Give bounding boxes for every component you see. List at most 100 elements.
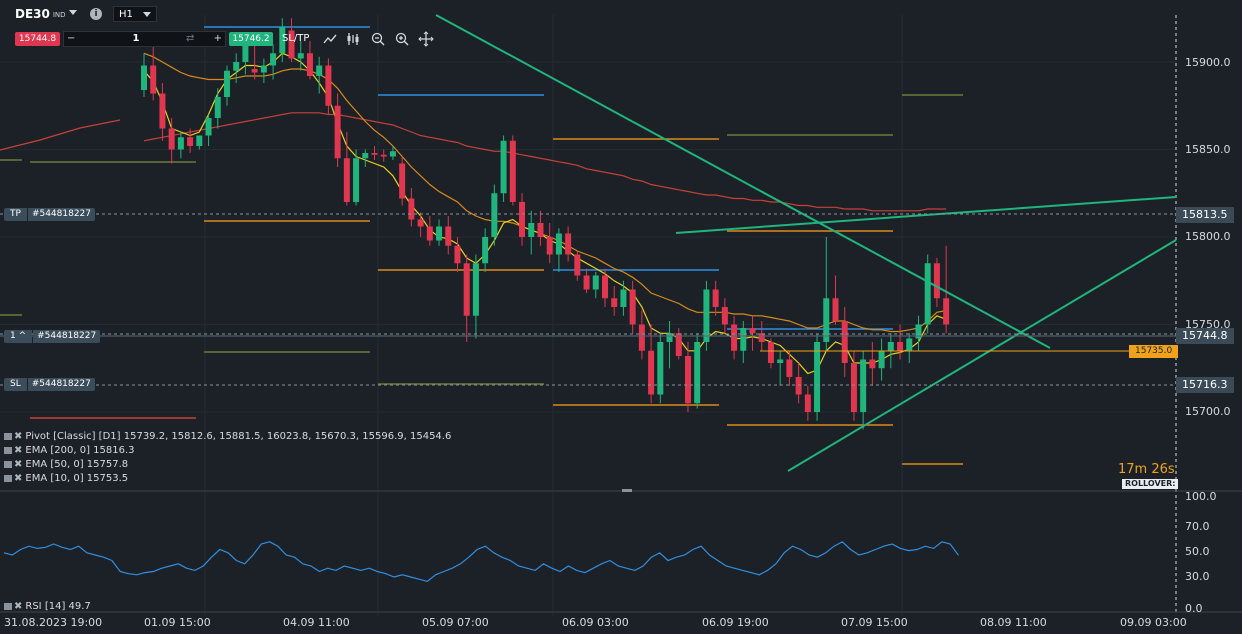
candle [325, 58, 332, 115]
candle [389, 146, 396, 160]
candle-body [611, 298, 618, 307]
info-icon[interactable]: i [90, 8, 102, 20]
candle [242, 41, 249, 75]
candle [684, 342, 691, 412]
settings-icon[interactable] [4, 474, 12, 482]
candle-body [767, 342, 774, 363]
candle [205, 114, 212, 146]
trendline-rising[interactable] [787, 239, 1177, 472]
position-tag[interactable]: 1 ^ #544818227 [4, 330, 101, 343]
candle-body [786, 359, 793, 377]
rollover-label: ROLLOVER: [1122, 479, 1179, 489]
candle [767, 338, 774, 369]
quantity-input[interactable]: 1 [132, 33, 140, 44]
close-icon[interactable]: ✖ [14, 445, 23, 456]
candle [933, 258, 940, 307]
settings-icon[interactable] [4, 460, 12, 468]
close-icon[interactable]: ✖ [14, 601, 23, 612]
close-icon[interactable]: ✖ [14, 459, 23, 470]
candle [703, 280, 710, 351]
candle [850, 350, 857, 421]
candle [408, 188, 415, 227]
candle-body [472, 263, 479, 316]
candle [620, 280, 627, 316]
indicator-legend-ema50[interactable]: ✖ EMA [50, 0] 15757.8 [4, 459, 128, 470]
candle [832, 275, 839, 325]
zoom-out-icon[interactable] [370, 31, 386, 47]
candle [380, 149, 387, 162]
timeframe-select[interactable]: H1 [113, 6, 157, 22]
indicators-icon[interactable] [346, 31, 362, 47]
chart-type-icon[interactable] [322, 31, 338, 47]
candle [924, 254, 931, 334]
plus-button[interactable]: + [213, 33, 222, 44]
sell-button[interactable]: 15744.8 [15, 32, 60, 46]
sltp-button[interactable]: SL/TP [282, 33, 310, 44]
settings-icon[interactable] [4, 432, 12, 440]
close-icon[interactable]: ✖ [14, 431, 23, 442]
candle-body [159, 93, 166, 129]
indicator-legend-pivot[interactable]: ✖ Pivot [Classic] [D1] 15739.2, 15812.6, … [4, 431, 451, 442]
candle-body [758, 333, 765, 342]
candle [583, 268, 590, 293]
candle-body [177, 137, 184, 150]
candle-body [509, 140, 516, 202]
x-tick-label: 05.09 07:00 [422, 616, 489, 629]
candle [537, 210, 544, 246]
indicator-legend-rsi[interactable]: ✖ RSI [14] 49.7 [4, 601, 91, 612]
x-tick-label: 01.09 15:00 [144, 616, 211, 629]
settings-icon[interactable] [4, 602, 12, 610]
rsi-y-tick-label: 30.0 [1185, 570, 1210, 583]
candle-body [417, 219, 424, 227]
crosshair-icon[interactable] [418, 31, 434, 47]
candle [417, 212, 424, 237]
legend-text: EMA [10, 0] 15753.5 [25, 473, 129, 484]
trendline-descending[interactable] [435, 14, 1051, 349]
candle-body [353, 158, 360, 202]
candle-body [565, 233, 572, 255]
candle-body [583, 275, 590, 290]
candle-body [850, 363, 857, 412]
quantity-stepper[interactable]: − 1 ⇄ + [63, 31, 226, 47]
settings-icon[interactable] [4, 446, 12, 454]
tp-order-tag[interactable]: TP #544818227 [4, 208, 96, 221]
chevron-down-icon [143, 12, 151, 17]
candle-body [666, 333, 673, 342]
alert-price-label[interactable]: 15735.0 [1129, 345, 1179, 358]
indicator-legend-ema200[interactable]: ✖ EMA [200, 0] 15816.3 [4, 445, 135, 456]
candle [565, 226, 572, 262]
y-tick-label: 15700.0 [1185, 405, 1231, 418]
close-icon[interactable]: ✖ [14, 473, 23, 484]
sl-order-tag[interactable]: SL #544818227 [4, 378, 95, 391]
candle-body [675, 333, 682, 356]
candle-body [251, 69, 258, 73]
candle-body [629, 289, 636, 325]
symbol-dropdown-icon[interactable] [69, 10, 77, 15]
swap-icon[interactable]: ⇄ [186, 33, 195, 44]
candle-body [150, 65, 157, 94]
candle-body [721, 307, 728, 325]
candle-body [694, 342, 701, 404]
legend-text: EMA [50, 0] 15757.8 [25, 459, 129, 470]
candle [712, 280, 719, 316]
pivot-levels [0, 26, 963, 465]
candle-body [223, 70, 230, 97]
indicator-legend-ema10[interactable]: ✖ EMA [10, 0] 15753.5 [4, 473, 128, 484]
candle-body [749, 328, 756, 334]
ema200-line [143, 112, 947, 212]
candle-body [887, 342, 894, 351]
trendline-upper[interactable] [675, 196, 1177, 234]
candle [500, 135, 507, 202]
candle [657, 333, 664, 404]
buy-button[interactable]: 15746.2 [229, 32, 273, 46]
candle [823, 237, 830, 351]
zoom-in-icon[interactable] [394, 31, 410, 47]
x-tick-label: 06.09 19:00 [702, 616, 769, 629]
symbol-label[interactable]: DE30 IND [15, 7, 66, 21]
minus-button[interactable]: − [67, 33, 76, 44]
candle-body [832, 298, 839, 321]
candle-body [897, 342, 904, 351]
candle-body [399, 163, 406, 199]
drawings[interactable] [0, 14, 1177, 472]
